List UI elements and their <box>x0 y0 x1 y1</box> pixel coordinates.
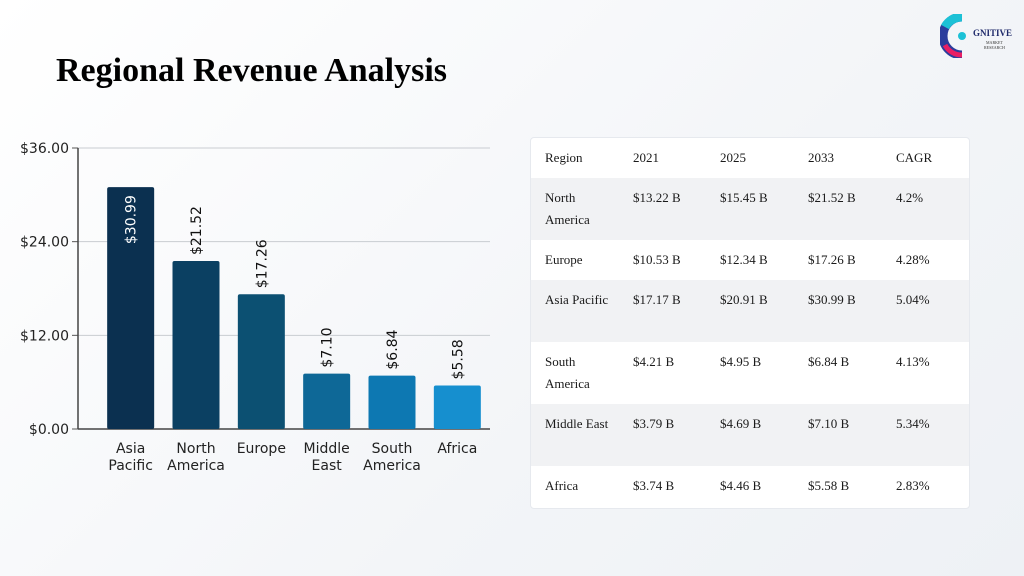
cell-2021: $4.21 B <box>633 354 675 369</box>
table-row: Asia Pacific $17.17 B $20.91 B $30.99 B … <box>531 280 969 342</box>
cell-2033: $21.52 B <box>808 190 856 205</box>
bar <box>433 385 481 429</box>
cell-2025: $20.91 B <box>720 292 768 307</box>
x-tick-label-line: America <box>363 458 421 474</box>
cell-region: Asia Pacific <box>545 292 609 307</box>
y-tick-label: $36.00 <box>20 141 69 157</box>
cell-2025: $4.46 B <box>720 478 762 493</box>
table-header-row: Region 2021 2025 2033 CAGR <box>531 138 969 178</box>
bar <box>107 187 155 429</box>
header-region: Region <box>545 150 583 165</box>
data-label: $7.10 <box>320 327 336 367</box>
cell-cagr: 5.04% <box>896 292 930 307</box>
x-tick-label: North America <box>167 441 225 474</box>
x-tick-label-line: Pacific <box>108 458 153 474</box>
data-label: $30.99 <box>124 195 140 244</box>
table-row: North America $13.22 B $15.45 B $21.52 B… <box>531 178 969 240</box>
cell-2025: $4.69 B <box>720 416 762 431</box>
table-row: South America $4.21 B $4.95 B $6.84 B 4.… <box>531 342 969 404</box>
logo-text-sub2: RESEARCH <box>984 45 1005 50</box>
x-tick-label-line: Africa <box>437 441 477 457</box>
x-tick-label-line: North <box>176 441 215 457</box>
cell-2021: $3.79 B <box>633 416 675 431</box>
x-tick-label-line: South <box>372 441 413 457</box>
cell-region: South America <box>545 354 590 391</box>
data-label: $21.52 <box>189 206 205 255</box>
cell-2033: $17.26 B <box>808 252 856 267</box>
bar <box>237 294 285 429</box>
cell-cagr: 2.83% <box>896 478 930 493</box>
x-tick-label-line: America <box>167 458 225 474</box>
x-tick-label-line: Europe <box>237 441 286 457</box>
cell-2025: $12.34 B <box>720 252 768 267</box>
logo-text-main: GNITIVE <box>973 28 1012 38</box>
table-row: Africa $3.74 B $4.46 B $5.58 B 2.83% <box>531 466 969 506</box>
cell-cagr: 4.13% <box>896 354 930 369</box>
bar <box>368 375 416 429</box>
y-tick-label: $0.00 <box>29 422 69 438</box>
header-cagr: CAGR <box>896 150 933 165</box>
x-tick-label: Europe <box>237 441 286 457</box>
cell-2021: $13.22 B <box>633 190 681 205</box>
header-2033: 2033 <box>808 150 834 165</box>
logo-c-icon <box>940 14 966 58</box>
cell-cagr: 5.34% <box>896 416 930 431</box>
y-tick-label: $24.00 <box>20 235 69 251</box>
cell-2025: $15.45 B <box>720 190 768 205</box>
slide-title: Regional Revenue Analysis <box>56 52 448 89</box>
header-2025: 2025 <box>720 150 746 165</box>
data-label: $6.84 <box>385 329 401 369</box>
cell-2025: $4.95 B <box>720 354 762 369</box>
bar <box>172 261 220 429</box>
company-logo: GNITIVE MARKET RESEARCH <box>940 14 1012 58</box>
revenue-table: Region 2021 2025 2033 CAGR North America… <box>531 138 969 506</box>
x-tick-label-line: East <box>312 458 343 474</box>
table-row: Europe $10.53 B $12.34 B $17.26 B 4.28% <box>531 240 969 280</box>
header-2021: 2021 <box>633 150 659 165</box>
x-tick-label: Asia Pacific <box>108 441 153 474</box>
x-tick-label: South America <box>363 441 421 474</box>
revenue-table-card: Region 2021 2025 2033 CAGR North America… <box>530 137 970 509</box>
revenue-bar-chart: $0.00 $12.00 $24.00 $36.00 $30.99 Asia Pacific… <box>20 141 490 474</box>
y-tick-label: $12.00 <box>20 328 69 344</box>
table-row: Middle East $3.79 B $4.69 B $7.10 B 5.34… <box>531 404 969 466</box>
cell-2021: $3.74 B <box>633 478 675 493</box>
cell-cagr: 4.28% <box>896 252 930 267</box>
cell-region: Africa <box>545 478 579 493</box>
cell-region: Europe <box>545 252 583 267</box>
cell-2033: $7.10 B <box>808 416 850 431</box>
cell-2033: $30.99 B <box>808 292 856 307</box>
cell-2033: $5.58 B <box>808 478 850 493</box>
cell-cagr: 4.2% <box>896 190 924 205</box>
x-tick-label-line: Middle <box>304 441 350 457</box>
logo-text-sub1: MARKET <box>986 40 1003 45</box>
x-tick-label: Africa <box>437 441 477 457</box>
cell-2021: $10.53 B <box>633 252 681 267</box>
cell-region: North America <box>545 190 590 227</box>
x-tick-label: Middle East <box>304 441 350 474</box>
cell-2021: $17.17 B <box>633 292 681 307</box>
data-label: $5.58 <box>450 339 466 379</box>
cell-region: Middle East <box>545 416 609 431</box>
data-label: $17.26 <box>254 239 270 288</box>
bar <box>303 373 351 429</box>
x-tick-label-line: Asia <box>116 441 145 457</box>
cell-2033: $6.84 B <box>808 354 850 369</box>
